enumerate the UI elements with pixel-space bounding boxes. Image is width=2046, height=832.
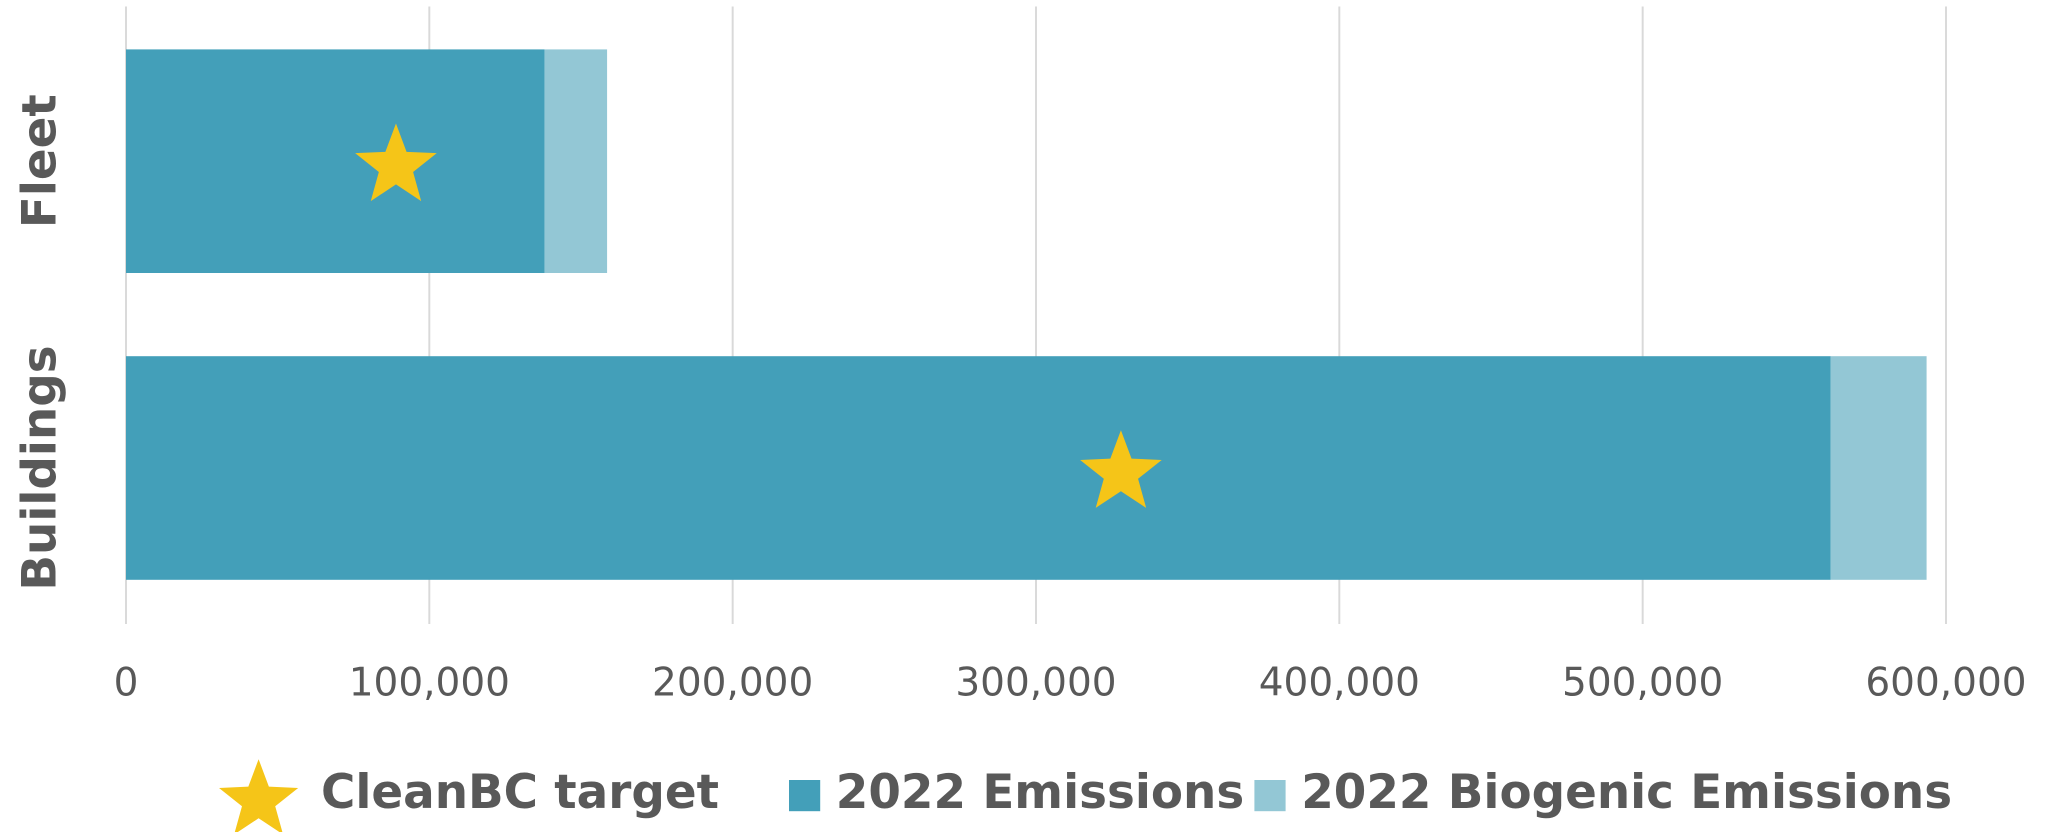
bar-segment — [1830, 356, 1927, 580]
x-tick-label: 200,000 — [652, 661, 813, 706]
legend-swatch — [789, 780, 821, 812]
x-tick-label: 500,000 — [1562, 661, 1723, 706]
bar-segment — [126, 49, 545, 274]
legend-label: 2022 Emissions — [836, 766, 1244, 820]
target-star — [355, 123, 437, 202]
x-tick-label: 300,000 — [955, 661, 1116, 706]
x-tick-label: 100,000 — [349, 661, 510, 706]
category-label: Buildings — [13, 345, 67, 590]
legend-label: 2022 Biogenic Emissions — [1301, 766, 1952, 820]
bar-segment — [126, 356, 1831, 580]
x-tick-label: 600,000 — [1865, 661, 2026, 706]
category-label: Fleet — [13, 94, 67, 228]
legend-star — [219, 759, 299, 832]
legend-swatch — [1254, 780, 1286, 812]
x-tick-label: 0 — [114, 661, 139, 706]
bar-segment — [544, 49, 608, 274]
legend-label: CleanBC target — [321, 766, 719, 820]
target-star — [1080, 430, 1162, 508]
x-tick-label: 400,000 — [1259, 661, 1420, 706]
